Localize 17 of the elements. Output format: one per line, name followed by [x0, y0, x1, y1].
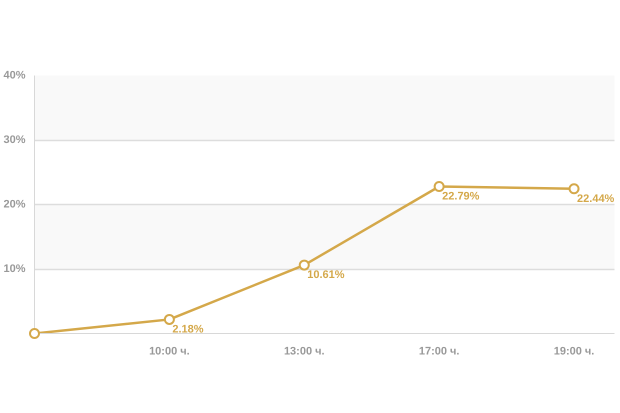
- y-tick-label: 40%: [3, 70, 26, 82]
- y-tick-label: 10%: [3, 263, 26, 275]
- point: [568, 183, 580, 194]
- data-label: 10.61%: [307, 269, 345, 282]
- x-tick-label: 19:00 ч.: [554, 346, 594, 358]
- x-tick-label: 13:00 ч.: [284, 346, 325, 358]
- y-tick-label: 20%: [3, 198, 26, 210]
- point: [29, 328, 40, 339]
- data-label: 22.44%: [577, 192, 615, 205]
- point: [164, 314, 175, 325]
- y-tick-label: 30%: [3, 134, 26, 146]
- data-label: 22.79%: [442, 190, 480, 203]
- data-label: 2.18%: [172, 323, 204, 336]
- point: [434, 181, 445, 192]
- x-tick-label: 10:00 ч.: [149, 346, 190, 358]
- point: [298, 260, 310, 271]
- x-tick-label: 17:00 ч.: [418, 346, 460, 358]
